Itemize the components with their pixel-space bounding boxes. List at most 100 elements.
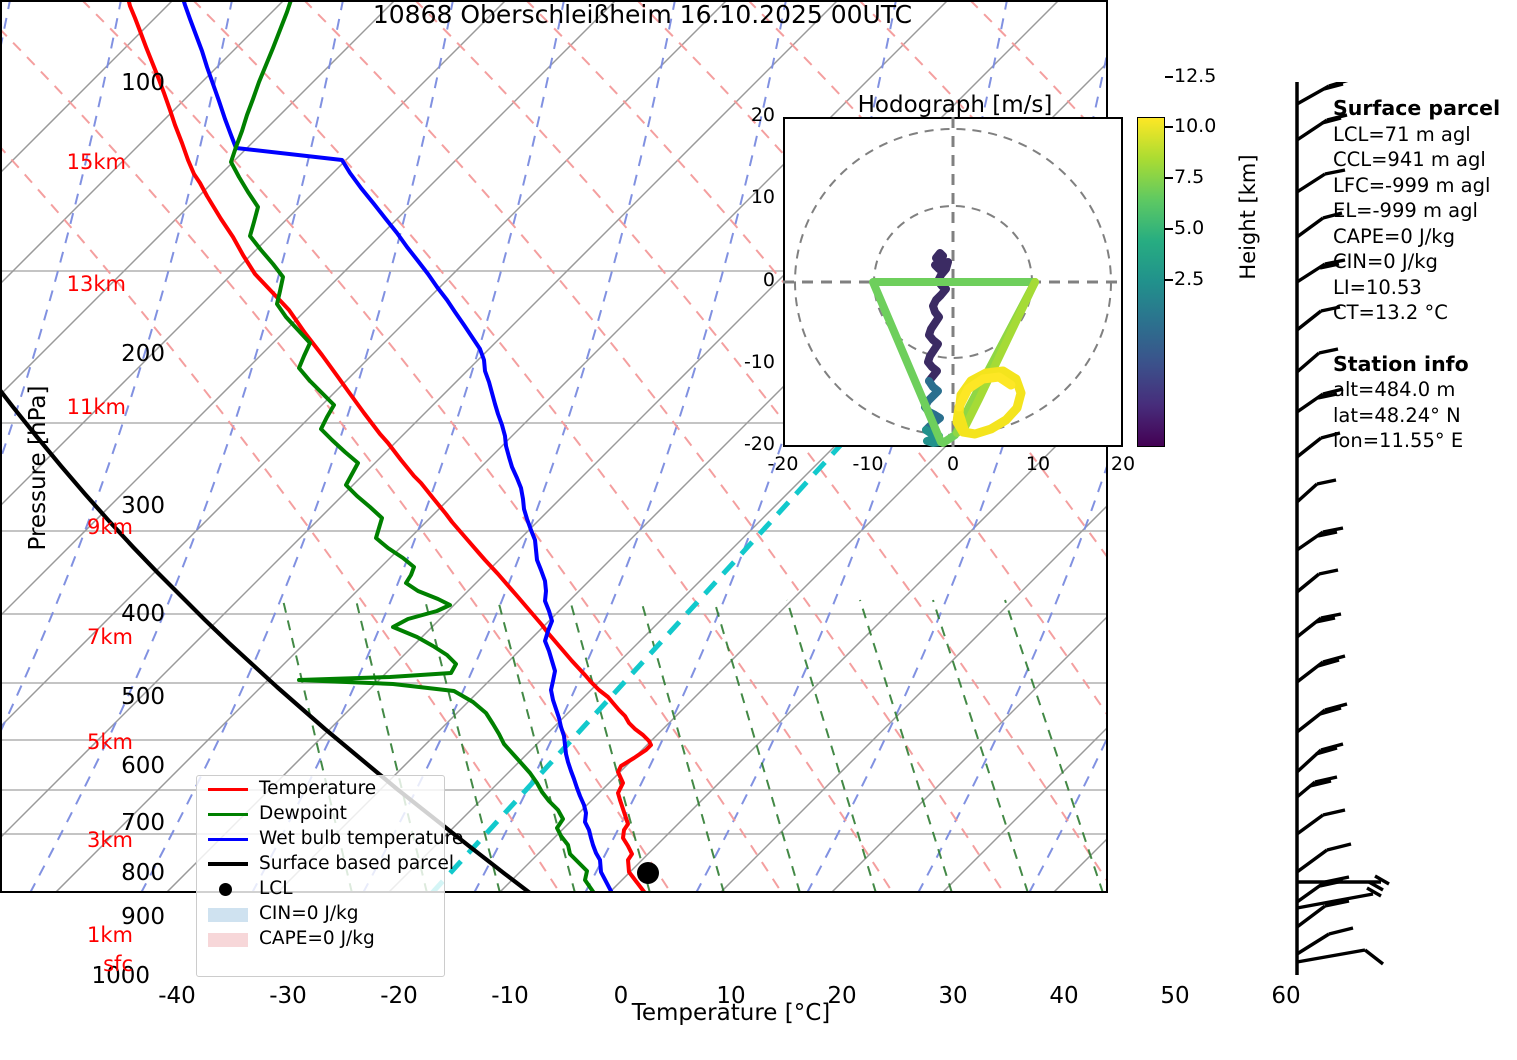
temp-tick: 60	[1271, 983, 1301, 1009]
colorbar-tickmark	[1165, 177, 1173, 179]
legend-label: CAPE=0 J/kg	[259, 928, 375, 949]
wind-barb	[1295, 654, 1346, 684]
legend-item-lcl: LCL	[197, 876, 444, 901]
wind-barb	[1296, 886, 1382, 910]
legend-label: Dewpoint	[259, 803, 347, 824]
lcl-marker	[637, 862, 659, 884]
hodograph-xtick: -20	[767, 453, 799, 475]
station-lat: lat=48.24° N	[1333, 403, 1461, 427]
colorbar-tickmark	[1165, 76, 1173, 78]
surface-parcel-heading: Surface parcel	[1333, 96, 1501, 120]
hodograph-canvas	[783, 117, 1123, 447]
wind-barb	[1295, 702, 1348, 734]
legend-item-parcel: Surface based parcel	[197, 851, 454, 876]
wind-barb	[1297, 874, 1390, 892]
temperature-curve	[126, 0, 653, 893]
wind-barb	[1296, 82, 1349, 106]
colorbar-tick: 7.5	[1174, 166, 1205, 188]
pressure-tick: 1000	[91, 963, 150, 989]
legend-label: CIN=0 J/kg	[259, 903, 359, 924]
height-tick: 9km	[87, 515, 133, 539]
temp-tick: -40	[158, 983, 196, 1009]
wind-barb	[1295, 568, 1339, 594]
hodograph-xtick: 0	[946, 453, 960, 475]
wind-barb	[1296, 387, 1344, 414]
parcel-el: EL=-999 m agl	[1333, 199, 1478, 222]
legend: Temperature Dewpoint Wet bulb temperatur…	[196, 775, 463, 977]
wind-barb	[1296, 168, 1346, 194]
wind-barb	[1296, 948, 1385, 966]
temp-tick: 50	[1160, 983, 1190, 1009]
legend-line-icon	[206, 854, 250, 874]
colorbar-tickmark	[1165, 228, 1173, 230]
legend-item-cape: CAPE=0 J/kg	[197, 926, 444, 951]
colorbar-tick: 10.0	[1174, 115, 1217, 137]
wind-barb	[1295, 431, 1341, 459]
height-tick: 3km	[87, 828, 133, 852]
temp-tick: 40	[1049, 983, 1079, 1009]
height-tick: 7km	[87, 625, 133, 649]
wind-barb	[1295, 842, 1352, 874]
pressure-gridlines	[0, 0, 1108, 893]
wind-barb-panel	[1285, 82, 1395, 975]
legend-line-icon	[206, 829, 250, 849]
wind-barb	[1296, 526, 1344, 552]
height-tick: 15km	[66, 150, 126, 174]
temp-tick: 20	[827, 983, 857, 1009]
temp-tick: -10	[491, 983, 529, 1009]
temp-tick: 10	[716, 983, 746, 1009]
hodograph-ytick: -10	[743, 351, 775, 373]
colorbar-tick: 12.5	[1174, 65, 1217, 87]
legend-line-icon	[206, 804, 250, 824]
pressure-tick: 700	[121, 810, 165, 836]
height-tick: 13km	[66, 272, 126, 296]
page-title: 10868 Oberschleißheim 16.10.2025 00UTC	[372, 0, 913, 29]
info-panel: Surface parcel LCL=71 m agl CCL=941 m ag…	[1333, 96, 1517, 454]
height-tick: 11km	[66, 395, 126, 419]
parcel-ccl: CCL=941 m agl	[1333, 148, 1486, 171]
legend-item-dewpoint: Dewpoint	[197, 801, 444, 826]
hodograph-ytick: 0	[762, 269, 775, 291]
wind-barb	[1296, 113, 1348, 142]
colorbar-tick: 5.0	[1174, 217, 1205, 239]
temp-tick: 30	[938, 983, 968, 1009]
dewpoint-curve	[229, 0, 596, 893]
temp-tick: -30	[269, 983, 307, 1009]
wind-barbs	[1295, 82, 1390, 975]
hodograph-colorbar	[1137, 117, 1165, 447]
parcel-cin: CIN=0 J/kg	[1333, 250, 1438, 273]
pressure-tick: 500	[121, 684, 165, 710]
colorbar-tick: 2.5	[1174, 268, 1205, 290]
station-info-heading: Station info	[1333, 351, 1469, 376]
hodograph-xtick: 20	[1110, 453, 1136, 475]
temp-tick: -20	[380, 983, 418, 1009]
pressure-tick: 100	[121, 70, 165, 96]
height-tick: 1km	[87, 923, 133, 947]
legend-patch-icon	[206, 929, 250, 949]
hodograph-xtick: 10	[1025, 453, 1051, 475]
legend-item-wetbulb: Wet bulb temperature	[197, 826, 463, 851]
wind-barb	[1295, 808, 1346, 836]
pressure-tick: 600	[121, 753, 165, 779]
wind-barb	[1295, 899, 1350, 929]
legend-item-cin: CIN=0 J/kg	[197, 901, 444, 926]
legend-item-temperature: Temperature	[197, 776, 444, 801]
colorbar-tickmark	[1165, 279, 1173, 281]
hodograph-trace	[869, 249, 1039, 447]
legend-label: Surface based parcel	[259, 853, 455, 874]
colorbar-tickmark	[1165, 126, 1173, 128]
hodograph-inset: 20 10 0 -10 -20 -20 -10 0 10 20	[744, 104, 1135, 475]
wind-barb	[1296, 926, 1354, 956]
parcel-cape: CAPE=0 J/kg	[1333, 224, 1455, 248]
station-lon: lon=11.55° E	[1333, 429, 1464, 452]
wetbulb-curve	[181, 0, 614, 893]
wind-barb	[1295, 211, 1343, 239]
legend-label: Wet bulb temperature	[259, 828, 464, 849]
legend-dot-icon	[206, 879, 250, 899]
hodograph-ytick: -20	[743, 433, 775, 455]
wind-barb	[1295, 612, 1342, 639]
cyan-reference-line	[430, 150, 1108, 893]
height-tick: 5km	[87, 730, 133, 754]
wind-barb	[1295, 478, 1337, 504]
hodograph-title: Hodograph [m/s]	[857, 92, 1053, 118]
